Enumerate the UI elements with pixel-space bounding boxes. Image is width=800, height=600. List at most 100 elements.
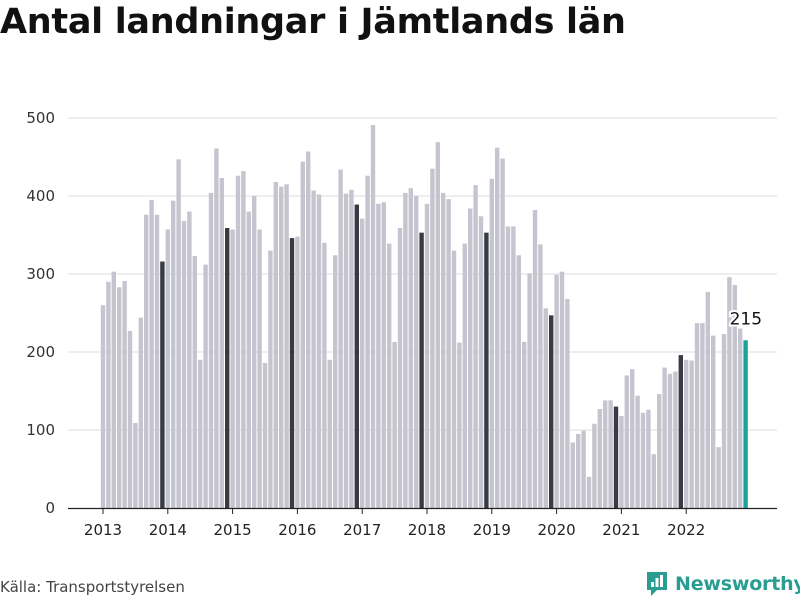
bar xyxy=(257,229,262,509)
bar xyxy=(495,147,500,508)
x-tick-label: 2016 xyxy=(278,521,316,539)
bar xyxy=(338,169,343,509)
bar xyxy=(500,158,505,508)
bar xyxy=(198,359,203,508)
x-tick-label: 2017 xyxy=(343,521,381,539)
y-tick-label: 0 xyxy=(45,499,55,517)
x-tick-label: 2015 xyxy=(214,521,252,539)
bar xyxy=(532,210,538,509)
bar xyxy=(738,328,743,508)
bar xyxy=(122,281,127,508)
bar xyxy=(657,394,662,508)
bar xyxy=(181,220,187,508)
bar xyxy=(667,373,673,508)
bar xyxy=(624,375,629,508)
bar xyxy=(295,236,300,508)
bar xyxy=(327,359,332,508)
bar xyxy=(192,256,197,508)
bar xyxy=(586,476,592,508)
bar xyxy=(262,362,268,508)
bar xyxy=(381,202,386,509)
bar xyxy=(343,193,349,508)
bar xyxy=(360,218,365,508)
bar xyxy=(538,244,543,509)
bar xyxy=(316,194,322,508)
bar xyxy=(597,408,602,508)
y-tick-label: 500 xyxy=(26,109,55,127)
bar xyxy=(451,250,457,508)
chart-title: Antal landningar i Jämtlands län xyxy=(0,2,626,42)
bar xyxy=(570,442,575,508)
bar xyxy=(716,447,721,508)
bar xyxy=(721,334,727,508)
bar xyxy=(106,281,111,508)
bar xyxy=(370,125,376,509)
bar xyxy=(565,298,570,508)
bar xyxy=(446,199,451,508)
bar xyxy=(284,184,289,509)
bar xyxy=(646,409,651,508)
bar xyxy=(219,178,224,508)
bar xyxy=(462,243,467,508)
bar xyxy=(430,168,435,508)
x-tick-label: 2022 xyxy=(667,521,705,539)
bar xyxy=(457,342,462,508)
bar xyxy=(365,175,370,508)
bar xyxy=(689,360,694,508)
bar xyxy=(354,204,359,508)
x-tick-label: 2018 xyxy=(408,521,446,539)
bar xyxy=(705,291,710,508)
bar xyxy=(333,255,338,508)
bar xyxy=(306,151,311,509)
brand-logo[interactable]: Newsworthy xyxy=(645,570,800,598)
tick-labels: 0 100 200 300 400 500 2013 2014 2015 2016 2017 2018… xyxy=(26,109,764,539)
x-tick-label: 2020 xyxy=(538,521,576,539)
bar xyxy=(397,227,403,509)
bar xyxy=(603,400,608,508)
bar xyxy=(543,308,548,508)
bar xyxy=(441,192,446,508)
bar xyxy=(505,226,511,509)
bar xyxy=(608,400,613,508)
bar xyxy=(252,196,257,508)
bars xyxy=(100,125,748,509)
bar xyxy=(478,216,484,508)
last-value-label: 215 xyxy=(730,309,762,329)
bar xyxy=(235,175,241,508)
bar xyxy=(489,178,494,508)
bar xyxy=(711,335,716,508)
bar xyxy=(279,186,284,508)
x-tick-label: 2019 xyxy=(473,521,511,539)
bar xyxy=(640,412,646,508)
x-tick-label: 2021 xyxy=(602,521,640,539)
bar xyxy=(435,142,440,508)
bar xyxy=(522,341,527,508)
bar xyxy=(592,423,597,508)
bar xyxy=(727,277,732,508)
bar xyxy=(527,273,532,508)
newsworthy-logo-icon xyxy=(647,572,667,596)
axes xyxy=(68,507,777,514)
bar xyxy=(403,192,408,508)
bar xyxy=(376,203,381,509)
bar xyxy=(630,369,635,508)
bar xyxy=(424,203,430,509)
bar xyxy=(392,341,397,508)
bar xyxy=(230,229,235,509)
bar xyxy=(138,317,143,508)
x-tick-label: 2014 xyxy=(149,521,187,539)
bar xyxy=(484,232,489,508)
bar xyxy=(651,454,656,508)
bar xyxy=(208,192,214,508)
bar xyxy=(576,433,581,508)
bar xyxy=(203,264,208,508)
bar xyxy=(311,190,316,509)
bar-latest xyxy=(743,340,748,508)
y-tick-label: 400 xyxy=(26,187,55,205)
bar xyxy=(468,208,473,509)
bar xyxy=(171,200,176,508)
bar xyxy=(349,189,354,508)
bar xyxy=(127,330,133,508)
bar xyxy=(408,188,413,508)
